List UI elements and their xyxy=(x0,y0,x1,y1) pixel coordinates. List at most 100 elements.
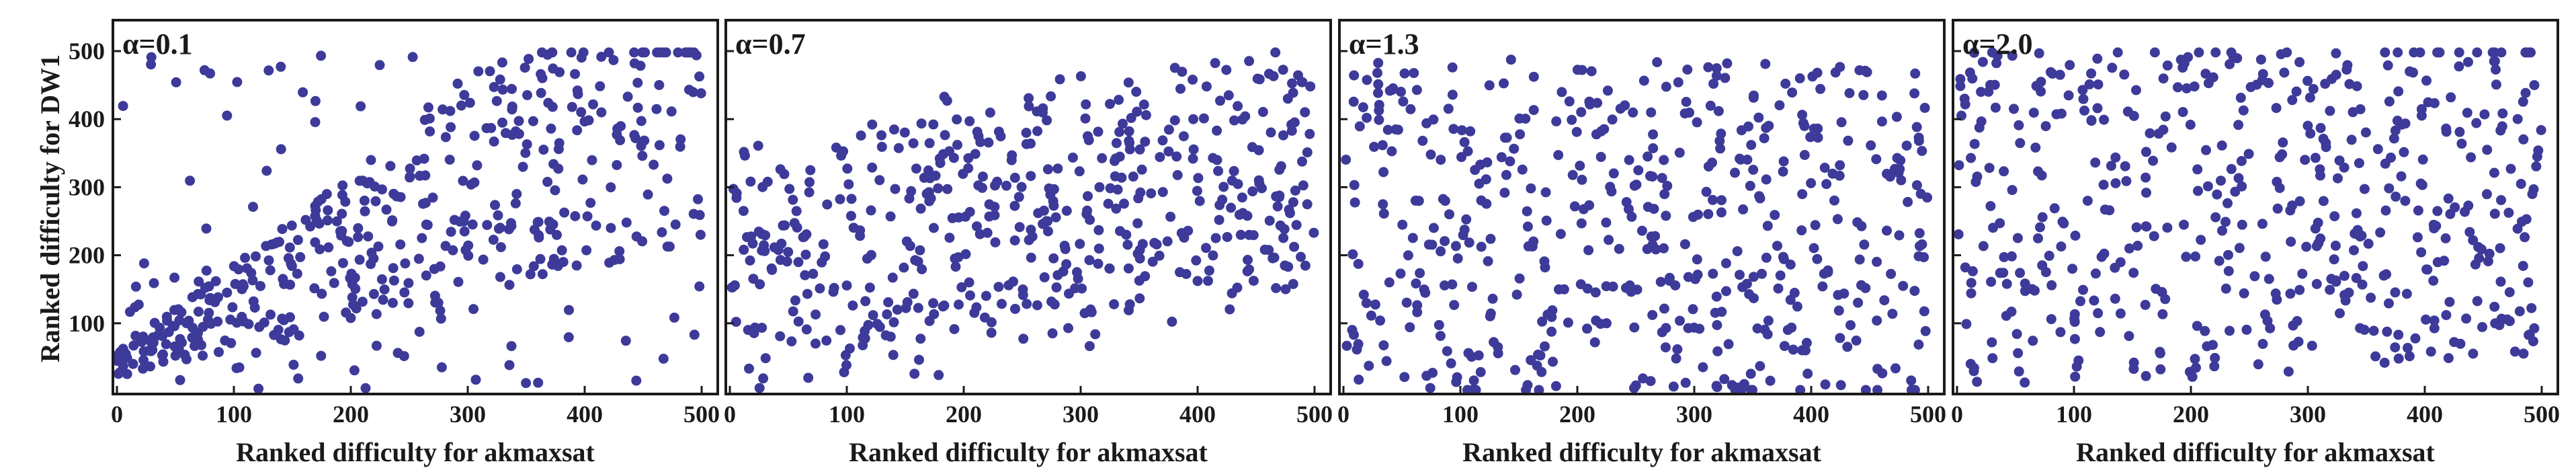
data-point xyxy=(2445,208,2456,219)
data-point xyxy=(969,307,980,318)
data-point xyxy=(1146,188,1157,199)
data-point xyxy=(2092,53,2103,64)
data-point xyxy=(2307,340,2317,351)
data-point xyxy=(1626,211,1637,222)
data-point xyxy=(1134,293,1145,304)
data-point xyxy=(2172,82,2183,93)
data-point xyxy=(2464,227,2475,237)
data-point xyxy=(2189,81,2200,92)
data-point xyxy=(1123,263,1134,274)
data-point xyxy=(728,184,739,194)
data-point xyxy=(1162,236,1173,247)
data-point xyxy=(2417,154,2428,165)
x-tick-label: 400 xyxy=(1793,401,1829,428)
data-point xyxy=(2495,243,2505,253)
data-point xyxy=(2078,93,2089,104)
data-point xyxy=(1229,115,1239,126)
data-point xyxy=(572,85,583,96)
data-point xyxy=(1347,249,1358,260)
data-point xyxy=(1382,124,1393,135)
data-point xyxy=(2354,158,2364,169)
data-point xyxy=(2285,288,2296,299)
data-point xyxy=(669,312,679,323)
data-point xyxy=(1992,50,2003,61)
data-point xyxy=(346,268,357,279)
data-point xyxy=(407,52,418,63)
data-point xyxy=(1911,180,1922,190)
data-point xyxy=(2192,164,2203,175)
data-point xyxy=(2006,307,2017,317)
data-point xyxy=(486,122,497,133)
data-point xyxy=(310,205,321,215)
data-point xyxy=(1051,282,1062,292)
data-point xyxy=(1223,90,1234,101)
data-point xyxy=(1024,101,1034,112)
data-point xyxy=(403,298,414,309)
data-point xyxy=(1819,268,1829,279)
data-point xyxy=(2526,303,2537,313)
x-tick-label: 500 xyxy=(1296,401,1333,428)
data-point xyxy=(2421,264,2432,275)
data-point xyxy=(1575,279,1586,290)
x-tick-label: 100 xyxy=(829,401,865,428)
data-point xyxy=(2286,237,2296,247)
data-point xyxy=(642,189,653,200)
data-point xyxy=(757,182,768,192)
data-point xyxy=(2140,299,2151,310)
data-point xyxy=(403,278,414,288)
data-point xyxy=(1785,260,1796,270)
data-point xyxy=(1428,223,1439,233)
data-point xyxy=(201,266,212,276)
data-point xyxy=(1377,140,1388,151)
data-point xyxy=(2518,96,2528,107)
data-point xyxy=(1163,124,1174,135)
data-point xyxy=(1762,329,1773,340)
data-point xyxy=(2141,370,2151,381)
data-point xyxy=(1349,329,1359,340)
data-point xyxy=(2339,270,2350,281)
y-axis-label: Ranked difficulty for DW1 xyxy=(35,54,65,362)
data-point xyxy=(255,280,265,291)
data-point xyxy=(1909,385,1920,395)
data-point xyxy=(1054,74,1065,85)
data-point xyxy=(1271,283,1282,293)
data-point xyxy=(495,74,505,85)
data-point xyxy=(786,336,797,347)
data-point xyxy=(1456,152,1466,163)
data-point xyxy=(430,297,441,308)
data-point xyxy=(1576,218,1587,229)
data-point xyxy=(1278,233,1289,243)
data-point xyxy=(1810,220,1821,231)
data-point xyxy=(145,361,155,372)
data-point xyxy=(2305,128,2316,139)
data-point xyxy=(1442,346,1452,356)
data-point xyxy=(1624,155,1634,165)
data-point xyxy=(1708,79,1719,89)
data-point xyxy=(1476,241,1487,252)
data-point xyxy=(2391,191,2401,202)
data-point xyxy=(2454,47,2464,58)
data-point xyxy=(803,373,814,383)
data-point xyxy=(322,215,333,226)
data-point xyxy=(1366,310,1376,321)
data-point xyxy=(637,236,648,247)
data-point xyxy=(1042,164,1053,175)
data-point xyxy=(1770,210,1780,221)
data-point xyxy=(1444,209,1454,220)
data-point xyxy=(2495,276,2506,287)
data-point xyxy=(1072,267,1082,278)
data-point xyxy=(309,283,320,294)
data-point xyxy=(1760,58,1771,69)
data-point xyxy=(1692,117,1702,128)
data-point xyxy=(542,177,553,187)
data-point xyxy=(1475,366,1486,377)
data-point xyxy=(1232,282,1243,293)
data-point xyxy=(811,338,821,349)
data-point xyxy=(1121,229,1132,240)
data-point xyxy=(1252,73,1263,84)
data-point xyxy=(913,303,923,313)
data-point xyxy=(1163,146,1174,157)
data-point xyxy=(363,231,374,242)
data-point xyxy=(899,127,910,138)
data-point xyxy=(405,172,415,183)
